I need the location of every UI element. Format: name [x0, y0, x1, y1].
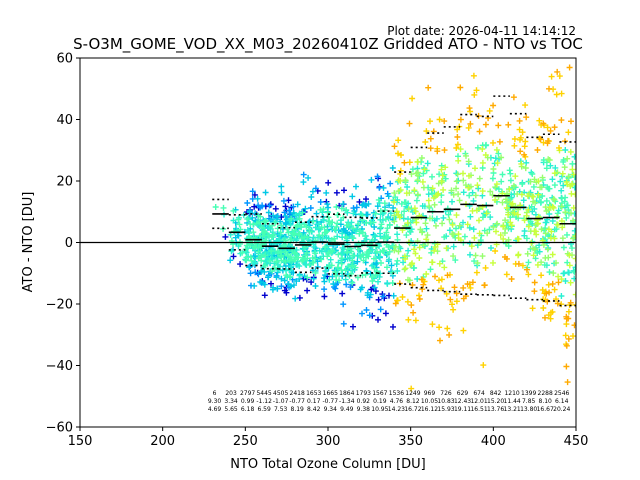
bin-label-text: 4505	[273, 390, 288, 397]
bin-label-text: 6	[213, 390, 217, 397]
bin-label-text: 6.14	[555, 398, 569, 405]
x-axis: 150 200 250 300 350 400 450	[68, 427, 589, 449]
y-tick-label: −40	[46, 359, 73, 374]
scatter-series-ffd200	[394, 72, 576, 392]
bin-label-text: 4.76	[390, 398, 404, 405]
bin-label-text: 2418	[290, 390, 305, 397]
scatter-series-c8ff3c	[391, 146, 576, 298]
y-tick-label: 20	[56, 175, 73, 190]
x-tick-label: 300	[316, 434, 341, 449]
bin-label-text: -1.34	[339, 398, 355, 405]
y-axis-label: ATO - NTO [DU]	[21, 192, 36, 293]
bin-label-text: 1536	[389, 390, 404, 397]
x-tick-label: 400	[481, 434, 506, 449]
bin-label-text: 1793	[356, 390, 371, 397]
bin-label-text: 0.17	[307, 398, 321, 405]
bin-label-text: 1653	[306, 390, 321, 397]
bin-label-text: 7.53	[274, 406, 288, 413]
bin-label-text: 8.10	[539, 398, 553, 405]
bin-label-text: 9.49	[340, 406, 354, 413]
scatter-series-ffaa00	[391, 64, 576, 386]
bin-label-text: 629	[457, 390, 469, 397]
bin-label-text: 9.38	[357, 406, 371, 413]
x-tick-label: 150	[68, 434, 93, 449]
bin-label-text: 969	[424, 390, 436, 397]
bin-label-text: 1567	[372, 390, 387, 397]
bin-label-text: 1864	[339, 390, 354, 397]
bin-label-text: 15.20	[487, 398, 504, 405]
bin-label-text: 8.12	[406, 398, 420, 405]
bin-label-text: -1.12	[256, 398, 272, 405]
x-tick-label: 200	[150, 434, 175, 449]
bin-label-text: 4.69	[208, 406, 222, 413]
y-tick-label: 0	[65, 236, 73, 251]
bin-label-text: 16.51	[470, 406, 487, 413]
bin-label-text: 0.92	[357, 398, 371, 405]
bin-label-text: 842	[490, 390, 502, 397]
bin-label-text: 14.23	[388, 406, 405, 413]
y-tick-label: −20	[46, 298, 73, 313]
bin-label-text: 6.18	[241, 406, 255, 413]
bin-label-text: 10.05	[421, 398, 438, 405]
bin-label-text: 7.85	[522, 398, 536, 405]
bin-label-text: 16.67	[537, 406, 554, 413]
y-tick-label: −60	[46, 421, 73, 436]
bin-label-text: 1249	[405, 390, 420, 397]
bin-label-text: 8.19	[291, 406, 305, 413]
y-tick-label: 40	[56, 113, 73, 128]
bin-label-text: 674	[473, 390, 485, 397]
x-tick-label: 450	[564, 434, 589, 449]
bin-label-text: -0.77	[323, 398, 339, 405]
bin-label-text: 1399	[521, 390, 536, 397]
bin-label-text: 13.21	[504, 406, 521, 413]
bin-label-text: 15.93	[437, 406, 454, 413]
bin-label-text: 12.01	[470, 398, 487, 405]
bin-label-text: 8.42	[307, 406, 321, 413]
bin-label-text: 2288	[538, 390, 553, 397]
bin-label-text: 10.83	[437, 398, 454, 405]
bin-label-text: 0.19	[373, 398, 387, 405]
bin-label-text: 11.44	[504, 398, 521, 405]
chart-title: S-O3M_GOME_VOD_XX_M03_20260410Z Gridded …	[73, 35, 583, 54]
bin-label-text: 10.95	[371, 406, 388, 413]
bin-label-text: 2546	[554, 390, 569, 397]
bin-label-text: 5.65	[224, 406, 238, 413]
bin-label-text: 0.99	[241, 398, 255, 405]
bin-label-text: 19.11	[454, 406, 471, 413]
x-tick-label: 250	[233, 434, 258, 449]
y-axis: 60 40 20 0 −20 −40 −60	[46, 52, 80, 436]
bin-label-text: 16.12	[421, 406, 438, 413]
bin-label-text: 726	[440, 390, 452, 397]
bin-label-text: 1210	[504, 390, 519, 397]
bin-label-text: 20.24	[553, 406, 570, 413]
bin-label-text: 1665	[323, 390, 338, 397]
bin-label-text: 3.34	[224, 398, 238, 405]
bin-label-text: 12.43	[454, 398, 471, 405]
bin-label-text: 6.59	[257, 406, 271, 413]
bin-label-text: 13.76	[487, 406, 504, 413]
bin-label-text: -1.07	[273, 398, 289, 405]
y-tick-label: 60	[56, 52, 73, 67]
x-tick-label: 350	[398, 434, 423, 449]
bin-label-text: 16.72	[404, 406, 421, 413]
bin-label-text: 9.34	[324, 406, 338, 413]
bin-label-text: 9.30	[208, 398, 222, 405]
x-axis-label: NTO Total Ozone Column [DU]	[230, 457, 426, 472]
plot-date: Plot date: 2026-04-11 14:14:12	[387, 24, 576, 38]
bin-label-text: 2797	[240, 390, 255, 397]
bin-label-text: 5445	[256, 390, 271, 397]
bin-label-text: -0.77	[289, 398, 305, 405]
bin-label-text: 203	[225, 390, 237, 397]
bin-label-text: 13.80	[520, 406, 537, 413]
